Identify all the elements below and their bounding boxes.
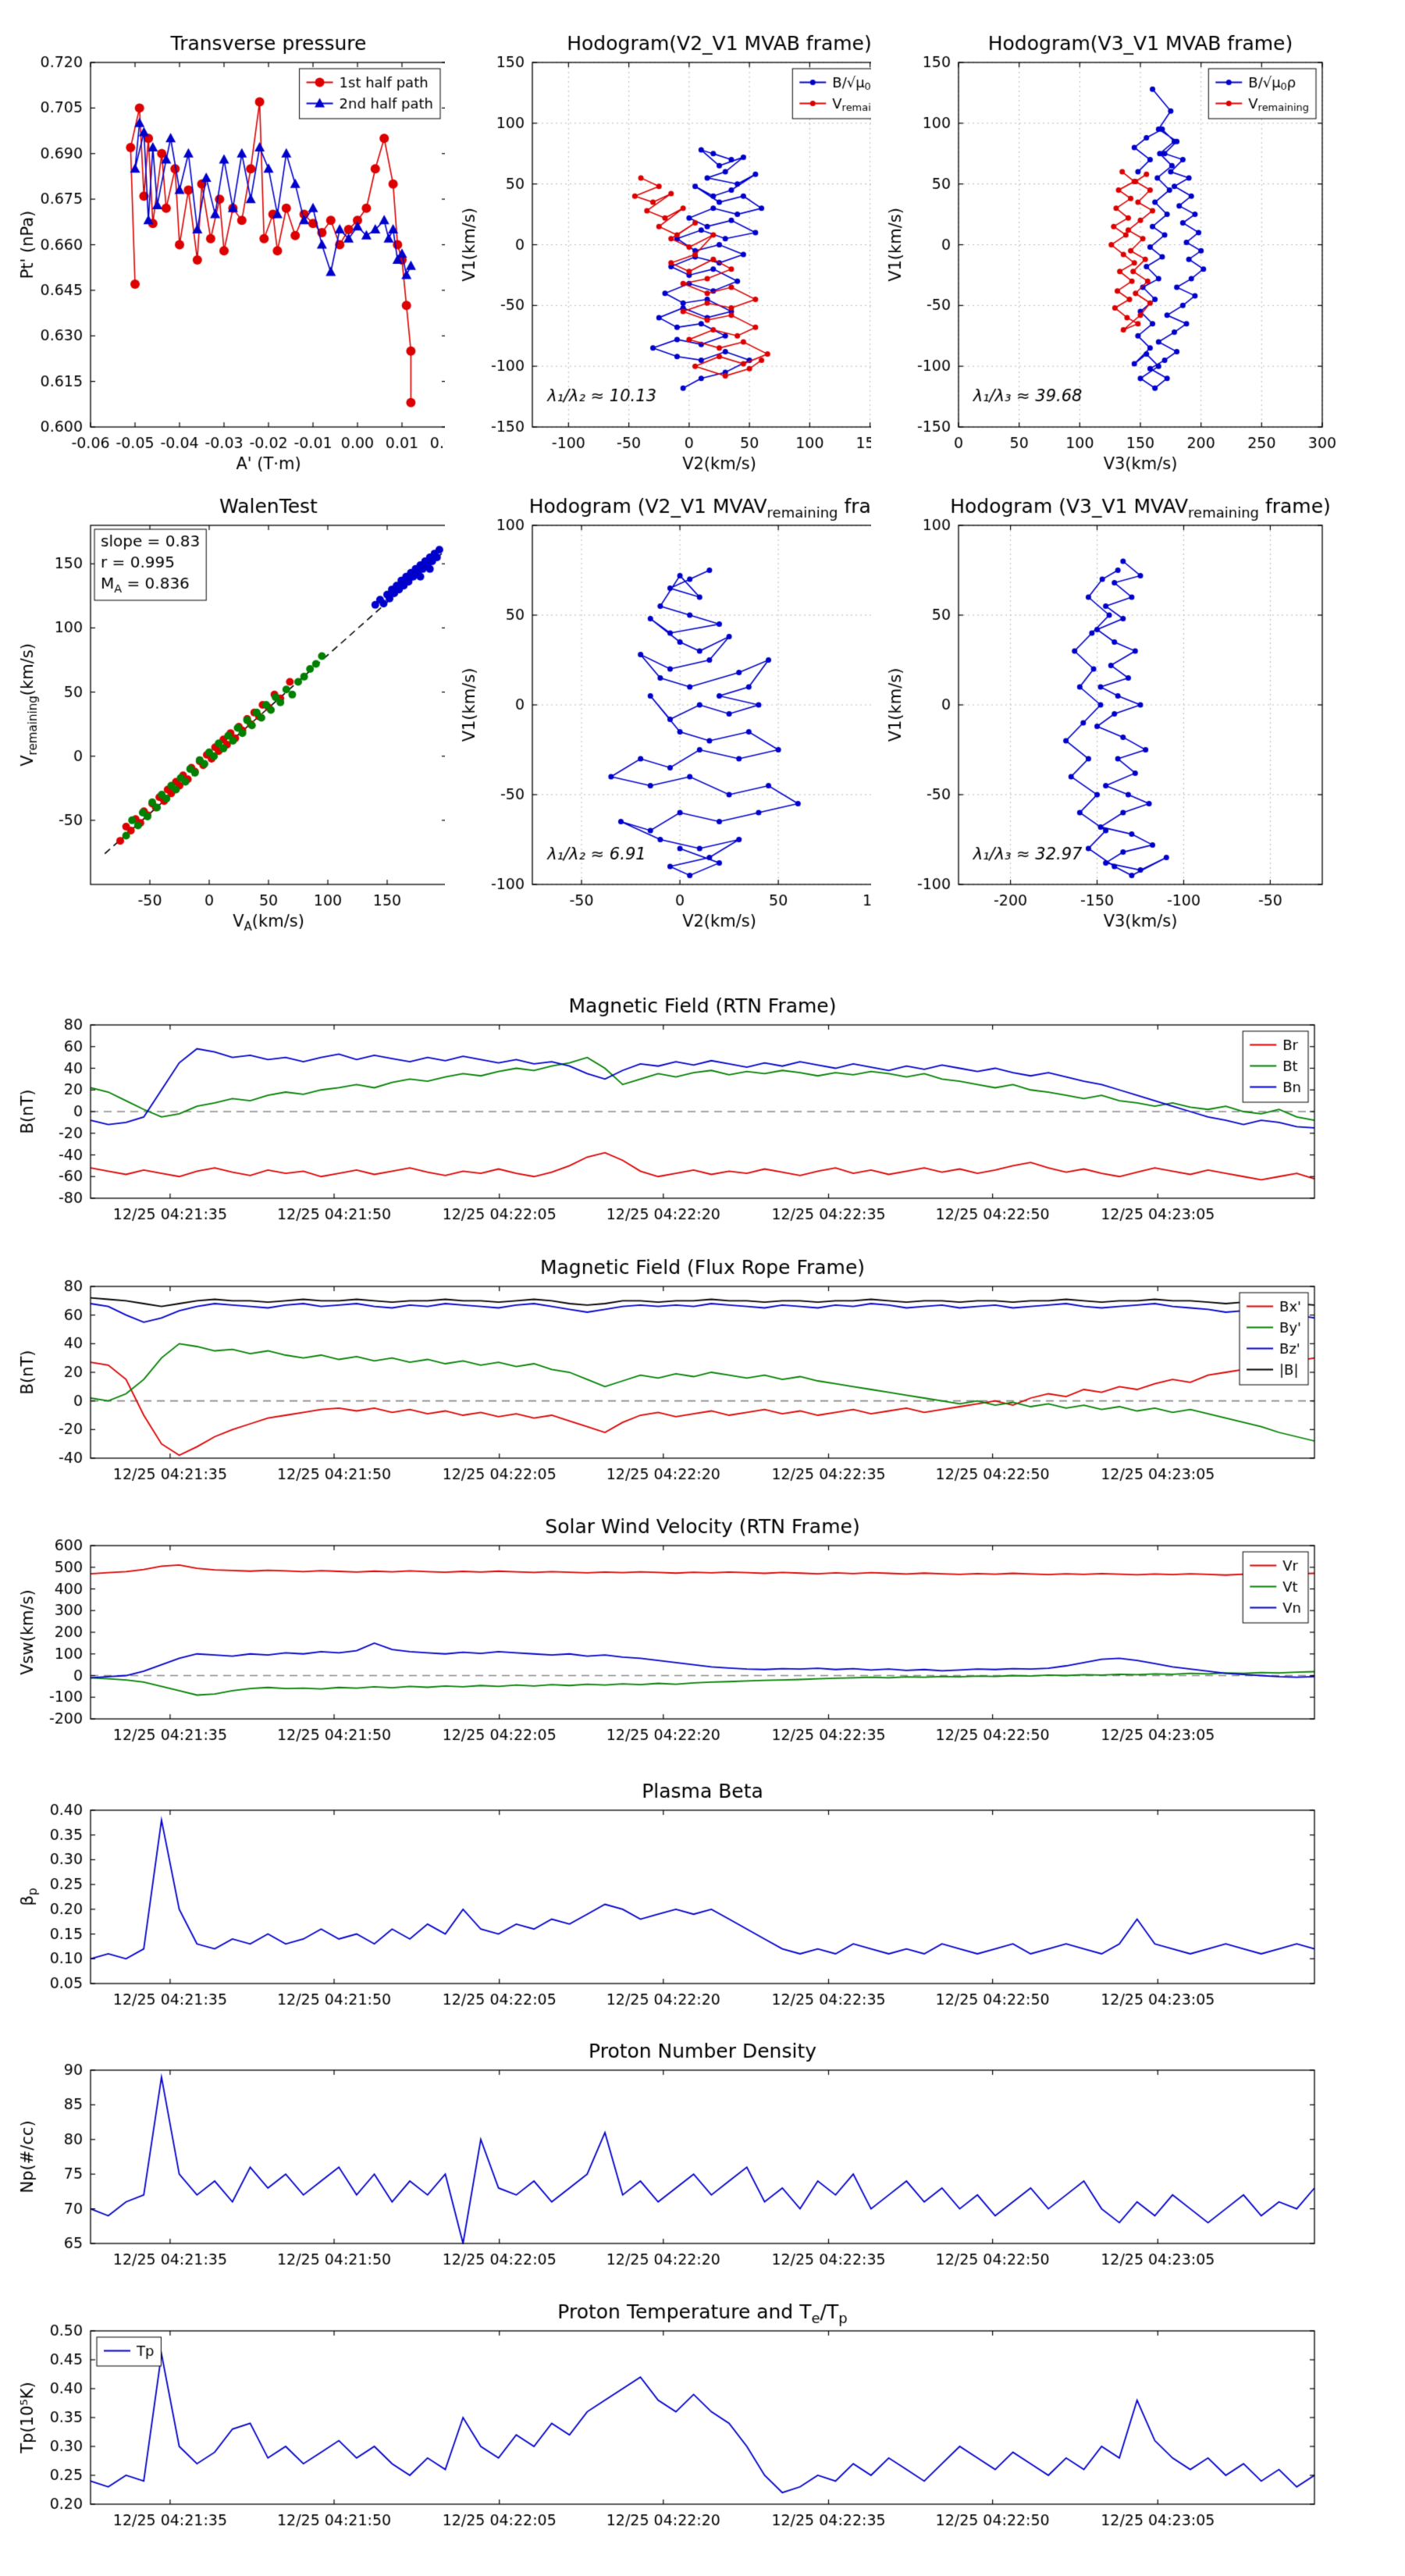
bfield-rtn-canvas [3, 984, 1332, 1247]
bfield-fluxrope-chart [3, 1246, 1332, 1507]
hodogram-v2v1-mvab-canvas [445, 22, 923, 475]
proton-density-chart [3, 2030, 1332, 2292]
vsw-rtn-canvas [3, 1505, 1332, 1767]
plasma-beta-canvas [3, 1770, 1332, 2032]
hodogram-v3v1-mvab-canvas [871, 22, 1339, 475]
hodogram-v3v1-mvab-chart [871, 22, 1339, 475]
hodogram-v2v1-mvab-chart [445, 22, 923, 475]
hodogram-v2v1-mvav-canvas [445, 485, 923, 933]
hodogram-v3v1-mvav-chart [871, 485, 1339, 933]
proton-density-canvas [3, 2030, 1332, 2292]
transverse-pressure-canvas [3, 22, 464, 475]
walen-test-canvas [3, 485, 464, 933]
transverse-pressure-chart [3, 22, 464, 475]
proton-temperature-canvas [3, 2290, 1332, 2553]
bfield-rtn-chart [3, 984, 1332, 1247]
hodogram-v2v1-mvav-chart [445, 485, 923, 933]
proton-temperature-chart [3, 2290, 1332, 2553]
walen-test-chart [3, 485, 464, 933]
plasma-beta-chart [3, 1770, 1332, 2032]
vsw-rtn-chart [3, 1505, 1332, 1767]
bfield-fluxrope-canvas [3, 1246, 1332, 1507]
hodogram-v3v1-mvav-canvas [871, 485, 1339, 933]
